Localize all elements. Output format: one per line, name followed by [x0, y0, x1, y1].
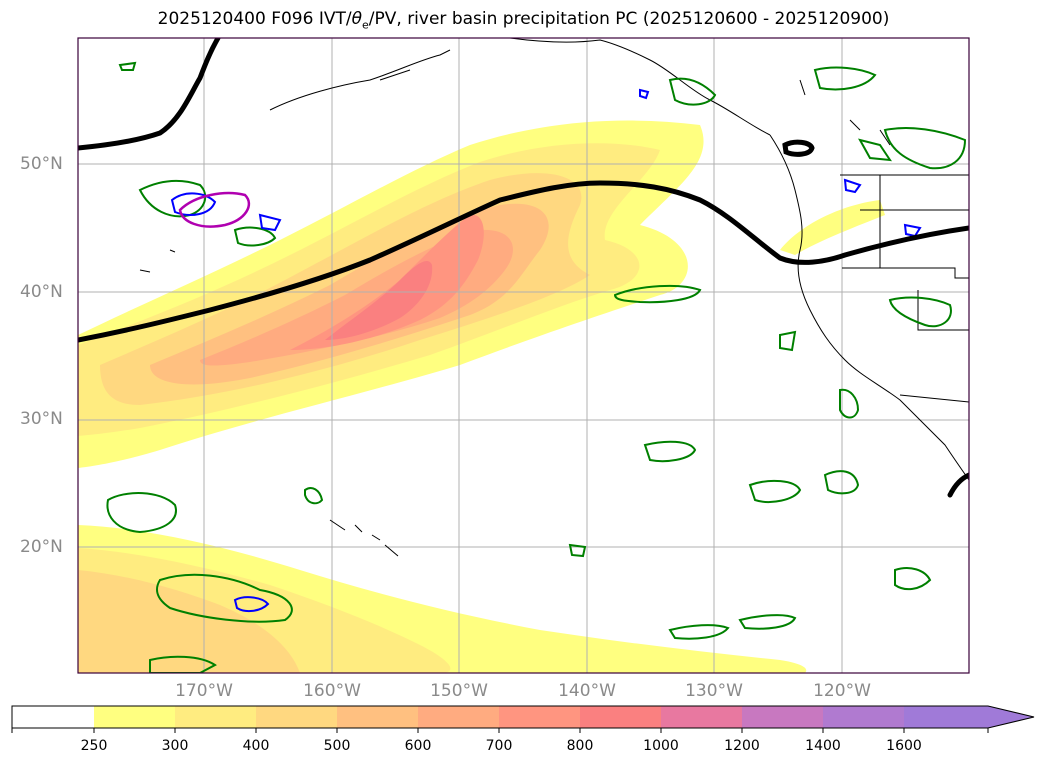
colorbar-bin-7 — [580, 706, 661, 728]
colorbar-tick-label: 1000 — [643, 738, 679, 754]
colorbar-bin-8 — [661, 706, 742, 728]
colorbar-extend-arrow — [904, 706, 1034, 728]
colorbar-bin-0 — [12, 706, 94, 728]
colorbar — [11, 705, 1035, 733]
map-frame — [77, 37, 970, 674]
ivt-800-contour — [325, 260, 433, 340]
colorbar-tick-label: 1400 — [805, 738, 841, 754]
colorbar-outline — [11, 705, 1035, 729]
ivt-250-contour — [780, 200, 885, 255]
precip-pc-contours — [106, 61, 967, 673]
graticule — [78, 38, 969, 673]
colorbar-tick-label: 1200 — [724, 738, 760, 754]
colorbar-tick-label: 400 — [242, 738, 270, 754]
coastlines — [139, 38, 969, 557]
colorbar-bin-3 — [256, 706, 337, 728]
lon-label-160w: 160°W — [303, 681, 361, 701]
colorbar-bin-2 — [175, 706, 256, 728]
colorbar-tick-label: 300 — [161, 738, 189, 754]
lon-label-150w: 150°W — [430, 681, 488, 701]
colorbar-tick-label: 700 — [485, 738, 513, 754]
magenta-contour — [178, 191, 251, 228]
lon-label-140w: 140°W — [558, 681, 616, 701]
colorbar-bin-4 — [337, 706, 418, 728]
map-title: 2025120400 F096 IVT/θe/PV, river basin p… — [157, 9, 890, 32]
colorbar-bin-9 — [742, 706, 823, 728]
colorbar-bin-5 — [418, 706, 499, 728]
lat-label-50n: 50°N — [20, 154, 63, 174]
colorbar-tick-label: 1600 — [886, 738, 922, 754]
pv-contour — [78, 38, 969, 498]
colorbar-tick-label: 800 — [566, 738, 594, 754]
lon-label-130w: 130°W — [685, 681, 743, 701]
colorbar-tick-label: 500 — [323, 738, 351, 754]
colorbar-bin-10 — [823, 706, 904, 728]
colorbar-bin-1 — [94, 706, 175, 728]
colorbar-tick-label: 250 — [80, 738, 108, 754]
lon-label-120w: 120°W — [813, 681, 871, 701]
lon-label-170w: 170°W — [175, 681, 233, 701]
colorbar-tick-label: 600 — [404, 738, 432, 754]
lat-label-30n: 30°N — [20, 409, 63, 429]
ivt-700-contour — [290, 214, 484, 350]
lat-label-40n: 40°N — [20, 282, 63, 302]
ivt-400-contour — [78, 570, 300, 673]
colorbar-bin-6 — [499, 706, 580, 728]
lat-label-20n: 20°N — [20, 537, 63, 557]
